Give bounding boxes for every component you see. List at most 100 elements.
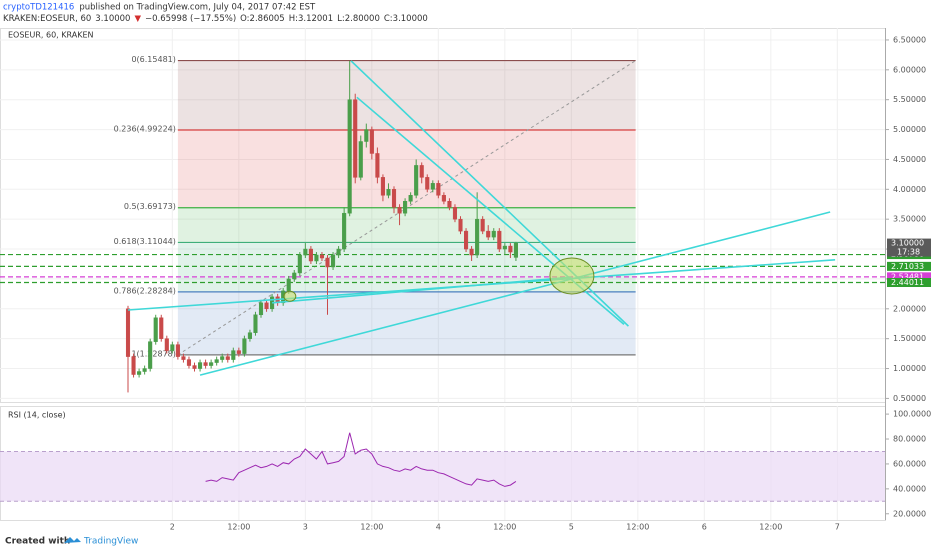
x-tick-label: 12:00 xyxy=(759,523,782,532)
header-item: ▼ xyxy=(134,14,141,24)
candle-body xyxy=(181,356,186,360)
published: published on TradingView.com, July 04, 2… xyxy=(79,3,316,13)
candle-body xyxy=(403,201,408,214)
candle-body xyxy=(264,302,269,310)
candle-body xyxy=(297,254,302,274)
candle-body xyxy=(292,272,297,280)
candle-body xyxy=(247,332,252,339)
y-tick-label: 100.0000 xyxy=(893,410,931,419)
candle-body xyxy=(253,314,258,333)
candle-body xyxy=(380,177,385,196)
candle-body xyxy=(125,308,131,357)
x-tick-label: 3 xyxy=(303,523,308,532)
candle-body xyxy=(486,230,491,238)
candle-body xyxy=(331,254,336,268)
candle-body xyxy=(347,99,352,214)
candle-body xyxy=(308,248,313,262)
trendline xyxy=(199,211,831,376)
candle-body xyxy=(502,245,507,250)
candle-body xyxy=(408,195,413,202)
candle-body xyxy=(325,257,330,268)
candle-body xyxy=(397,206,402,214)
candle-body xyxy=(192,365,197,369)
header-item: KRAKEN:EOSEUR, 60 xyxy=(3,14,91,24)
y-tick-label: 80.0000 xyxy=(893,435,926,444)
candle-body xyxy=(497,230,502,250)
candle-body xyxy=(186,359,192,366)
rsi-band xyxy=(0,451,885,502)
candle-body xyxy=(386,189,391,196)
candle-body xyxy=(353,99,358,178)
candle-body xyxy=(436,183,441,196)
y-tick-label: 40.0000 xyxy=(893,484,926,493)
y-tick-label: 1.00000 xyxy=(893,364,926,373)
y-tick-label: 5.00000 xyxy=(893,125,926,134)
grid xyxy=(0,28,885,520)
candle-body xyxy=(142,368,147,372)
price-tag-label: 2.44011 xyxy=(891,278,924,287)
plot: 0.500001.000001.500002.000002.500003.000… xyxy=(0,35,931,532)
candle-body xyxy=(480,218,485,232)
candle-body xyxy=(491,230,496,238)
fib-label: 1(1.22878) xyxy=(131,349,175,358)
y-tick-label: 2.00000 xyxy=(893,304,926,313)
rsi-line xyxy=(205,432,517,487)
fib-zone xyxy=(177,207,636,243)
candle-body xyxy=(447,201,452,208)
candle-body xyxy=(319,254,325,259)
header-item: O:2.86005 xyxy=(240,14,285,24)
candle-body xyxy=(214,359,219,363)
fib-zone xyxy=(177,60,636,131)
candle-body xyxy=(220,356,225,360)
candle-body xyxy=(159,317,164,339)
ellipse xyxy=(549,257,595,295)
candle-body xyxy=(314,254,319,262)
price-tag xyxy=(887,261,931,271)
x-tick-label: 6 xyxy=(702,523,707,532)
candle-body xyxy=(342,212,347,250)
candle-body xyxy=(231,350,236,360)
candle-body xyxy=(170,344,175,351)
y-tick-label: 0.50000 xyxy=(893,394,926,403)
candle-body xyxy=(242,338,247,354)
candle-body xyxy=(303,248,308,256)
footer-brand: TradingView xyxy=(83,537,138,547)
symbol: EOSEUR, 60, KRAKEN xyxy=(8,31,94,40)
y-tick-label: 6.50000 xyxy=(893,35,926,44)
candle-body xyxy=(153,317,158,342)
candle-body xyxy=(469,248,474,256)
candle-body xyxy=(425,177,430,190)
fib-label: 0.618(3.11044) xyxy=(114,237,176,246)
x-tick-label: 4 xyxy=(436,523,441,532)
y-tick-label: 4.00000 xyxy=(893,185,926,194)
candle-body xyxy=(148,341,153,369)
y-tick-label: 5.50000 xyxy=(893,95,926,104)
candle-body xyxy=(391,189,397,208)
candle-body xyxy=(419,165,424,178)
header-item: L:2.80000 xyxy=(337,14,380,24)
x-tick-label: 12:00 xyxy=(227,523,250,532)
header-item: 3.10000 xyxy=(95,14,130,24)
fib-zone xyxy=(177,130,636,208)
x-tick-label: 12:00 xyxy=(493,523,516,532)
x-tick-label: 2 xyxy=(170,523,175,532)
candle-body xyxy=(369,129,374,154)
candle-body xyxy=(508,245,513,253)
footer-created: Created with xyxy=(5,537,70,547)
y-tick-label: 6.00000 xyxy=(893,65,926,74)
price-tag-label: 2.71033 xyxy=(891,262,924,271)
ohlc-line: KRAKEN:EOSEUR, 60 3.10000 ▼ −0.65998 (−17.5… xyxy=(3,14,428,24)
candle-body xyxy=(131,356,136,375)
candle-body xyxy=(458,218,463,232)
price-tag-label: 2.53481 xyxy=(891,272,924,281)
tv-logo xyxy=(64,537,81,543)
header-item: C:3.10000 xyxy=(384,14,428,24)
candle-body xyxy=(513,242,518,258)
author: cryptoTD121416 xyxy=(3,3,74,13)
candle-body xyxy=(203,362,208,366)
candle-body xyxy=(464,230,469,250)
candle-body xyxy=(358,141,363,178)
y-tick-label: 1.50000 xyxy=(893,334,926,343)
candle-body xyxy=(225,356,230,360)
